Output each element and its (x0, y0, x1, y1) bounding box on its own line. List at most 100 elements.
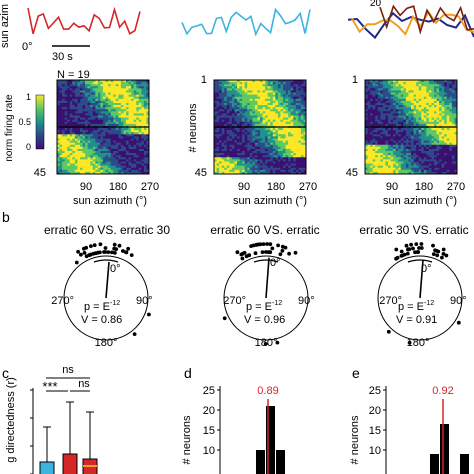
heatmap-cell (275, 92, 279, 95)
heatmap-cell (270, 169, 274, 173)
heatmap-cell (449, 151, 453, 154)
neuron-dot (103, 250, 108, 254)
heatmap-cell (295, 144, 299, 148)
heatmap-cell (126, 144, 129, 148)
heatmap-cell (370, 161, 373, 164)
heatmap-cell (426, 109, 430, 112)
heatmap-cell (237, 82, 240, 85)
heatmap-cell (283, 111, 286, 114)
heatmap-cell (59, 102, 63, 106)
heatmap-cell (365, 115, 368, 118)
heatmap-cell (72, 142, 76, 146)
heatmap-cell (454, 153, 458, 156)
heatmap-cell (257, 82, 261, 85)
heatmap-cell (90, 92, 94, 95)
heatmap-cell (262, 115, 266, 118)
heatmap-cell (113, 121, 117, 125)
heatmap-cell (451, 140, 455, 143)
heatmap-cell (285, 115, 289, 118)
heatmap-cell (377, 130, 381, 133)
heatmap-cell (229, 132, 233, 135)
heatmap-cell (375, 121, 379, 125)
heatmap-cell (64, 123, 68, 127)
heatmap-cell (370, 113, 373, 116)
heatmap-cell (390, 100, 394, 104)
heatmap-cell (395, 90, 399, 93)
heatmap-cell (285, 88, 289, 91)
heatmap-cell (110, 153, 114, 156)
heatmap-cell (123, 159, 127, 162)
heatmap-cell (272, 100, 276, 104)
heatmap-cell (123, 138, 127, 141)
heatmap-cell (77, 100, 81, 104)
heatmap-cell (229, 148, 233, 152)
heatmap-cell (214, 148, 217, 152)
heatmap-cell (239, 88, 243, 91)
heatmap-cell (408, 82, 412, 85)
heatmap-cell (280, 100, 284, 104)
heatmap-cell (262, 113, 266, 116)
heatmap-cell (77, 130, 81, 133)
heatmap-cell (136, 163, 140, 166)
heatmap-cell (395, 136, 399, 139)
heatmap-cell (262, 121, 266, 125)
heatmap-cell (449, 128, 453, 131)
heatmap-cell (272, 117, 276, 120)
heatmap-cell (115, 92, 119, 95)
heatmap-cell (95, 80, 99, 83)
heatmap-cell (80, 109, 83, 112)
heatmap-cell (90, 111, 94, 114)
heatmap-cell (388, 88, 391, 91)
heatmap-cell (69, 80, 73, 83)
heatmap-cell (408, 90, 412, 93)
heatmap-cell (372, 159, 376, 162)
heatmap-cell (265, 88, 268, 91)
heatmap-cell (252, 117, 256, 120)
heatmap-cell (141, 163, 145, 166)
heatmap-cell (146, 151, 150, 154)
heatmap-cell (390, 171, 394, 175)
heatmap-cell (219, 153, 222, 156)
heatmap-cell (290, 84, 294, 87)
heatmap-cell (229, 88, 233, 91)
heatmap-cell (219, 148, 222, 152)
heatmap-cell (400, 105, 404, 108)
heatmap-cell (446, 155, 450, 158)
heatmap-cell (436, 132, 440, 135)
heatmap-cell (390, 165, 394, 169)
heatmap-cell (113, 105, 117, 108)
heatmap-cell (64, 130, 68, 133)
heatmap-cell (90, 113, 94, 116)
heatmap-cell (377, 165, 381, 169)
heatmap-cell (295, 86, 299, 89)
heatmap-cell (85, 163, 88, 166)
heatmap-cell (434, 132, 437, 135)
panel-b: b erratic 60 VS. erratic 30 270° 90° 180… (2, 209, 469, 349)
heatmap-cell (421, 98, 425, 102)
heatmap-cell (97, 102, 101, 106)
heatmap-cell (105, 142, 109, 146)
heatmap-cell (390, 80, 394, 83)
heatmap-cell (123, 134, 127, 137)
heatmap-cell (434, 82, 437, 85)
heatmap-cell (436, 161, 440, 164)
heatmap-cell (370, 119, 373, 123)
heatmap-cell (413, 117, 417, 120)
heatmap-cell (298, 130, 302, 133)
heatmap-cell (303, 86, 307, 89)
heatmap-cell (295, 90, 299, 93)
heatmap-cell (221, 98, 225, 102)
heatmap-cell (400, 113, 404, 116)
heatmap-cell (85, 144, 88, 148)
heatmap-cell (377, 136, 381, 139)
heatmap-cell (136, 96, 140, 100)
heatmap-cell (298, 136, 302, 139)
heatmap-cell (439, 119, 442, 123)
heatmap-cell (398, 136, 402, 139)
heatmap-cell (413, 161, 417, 164)
heatmap-cell (74, 100, 78, 104)
heatmap-cell (244, 90, 248, 93)
heatmap-cell (115, 111, 119, 114)
heatmap-cell (141, 142, 145, 146)
heatmap-cell (393, 107, 396, 110)
